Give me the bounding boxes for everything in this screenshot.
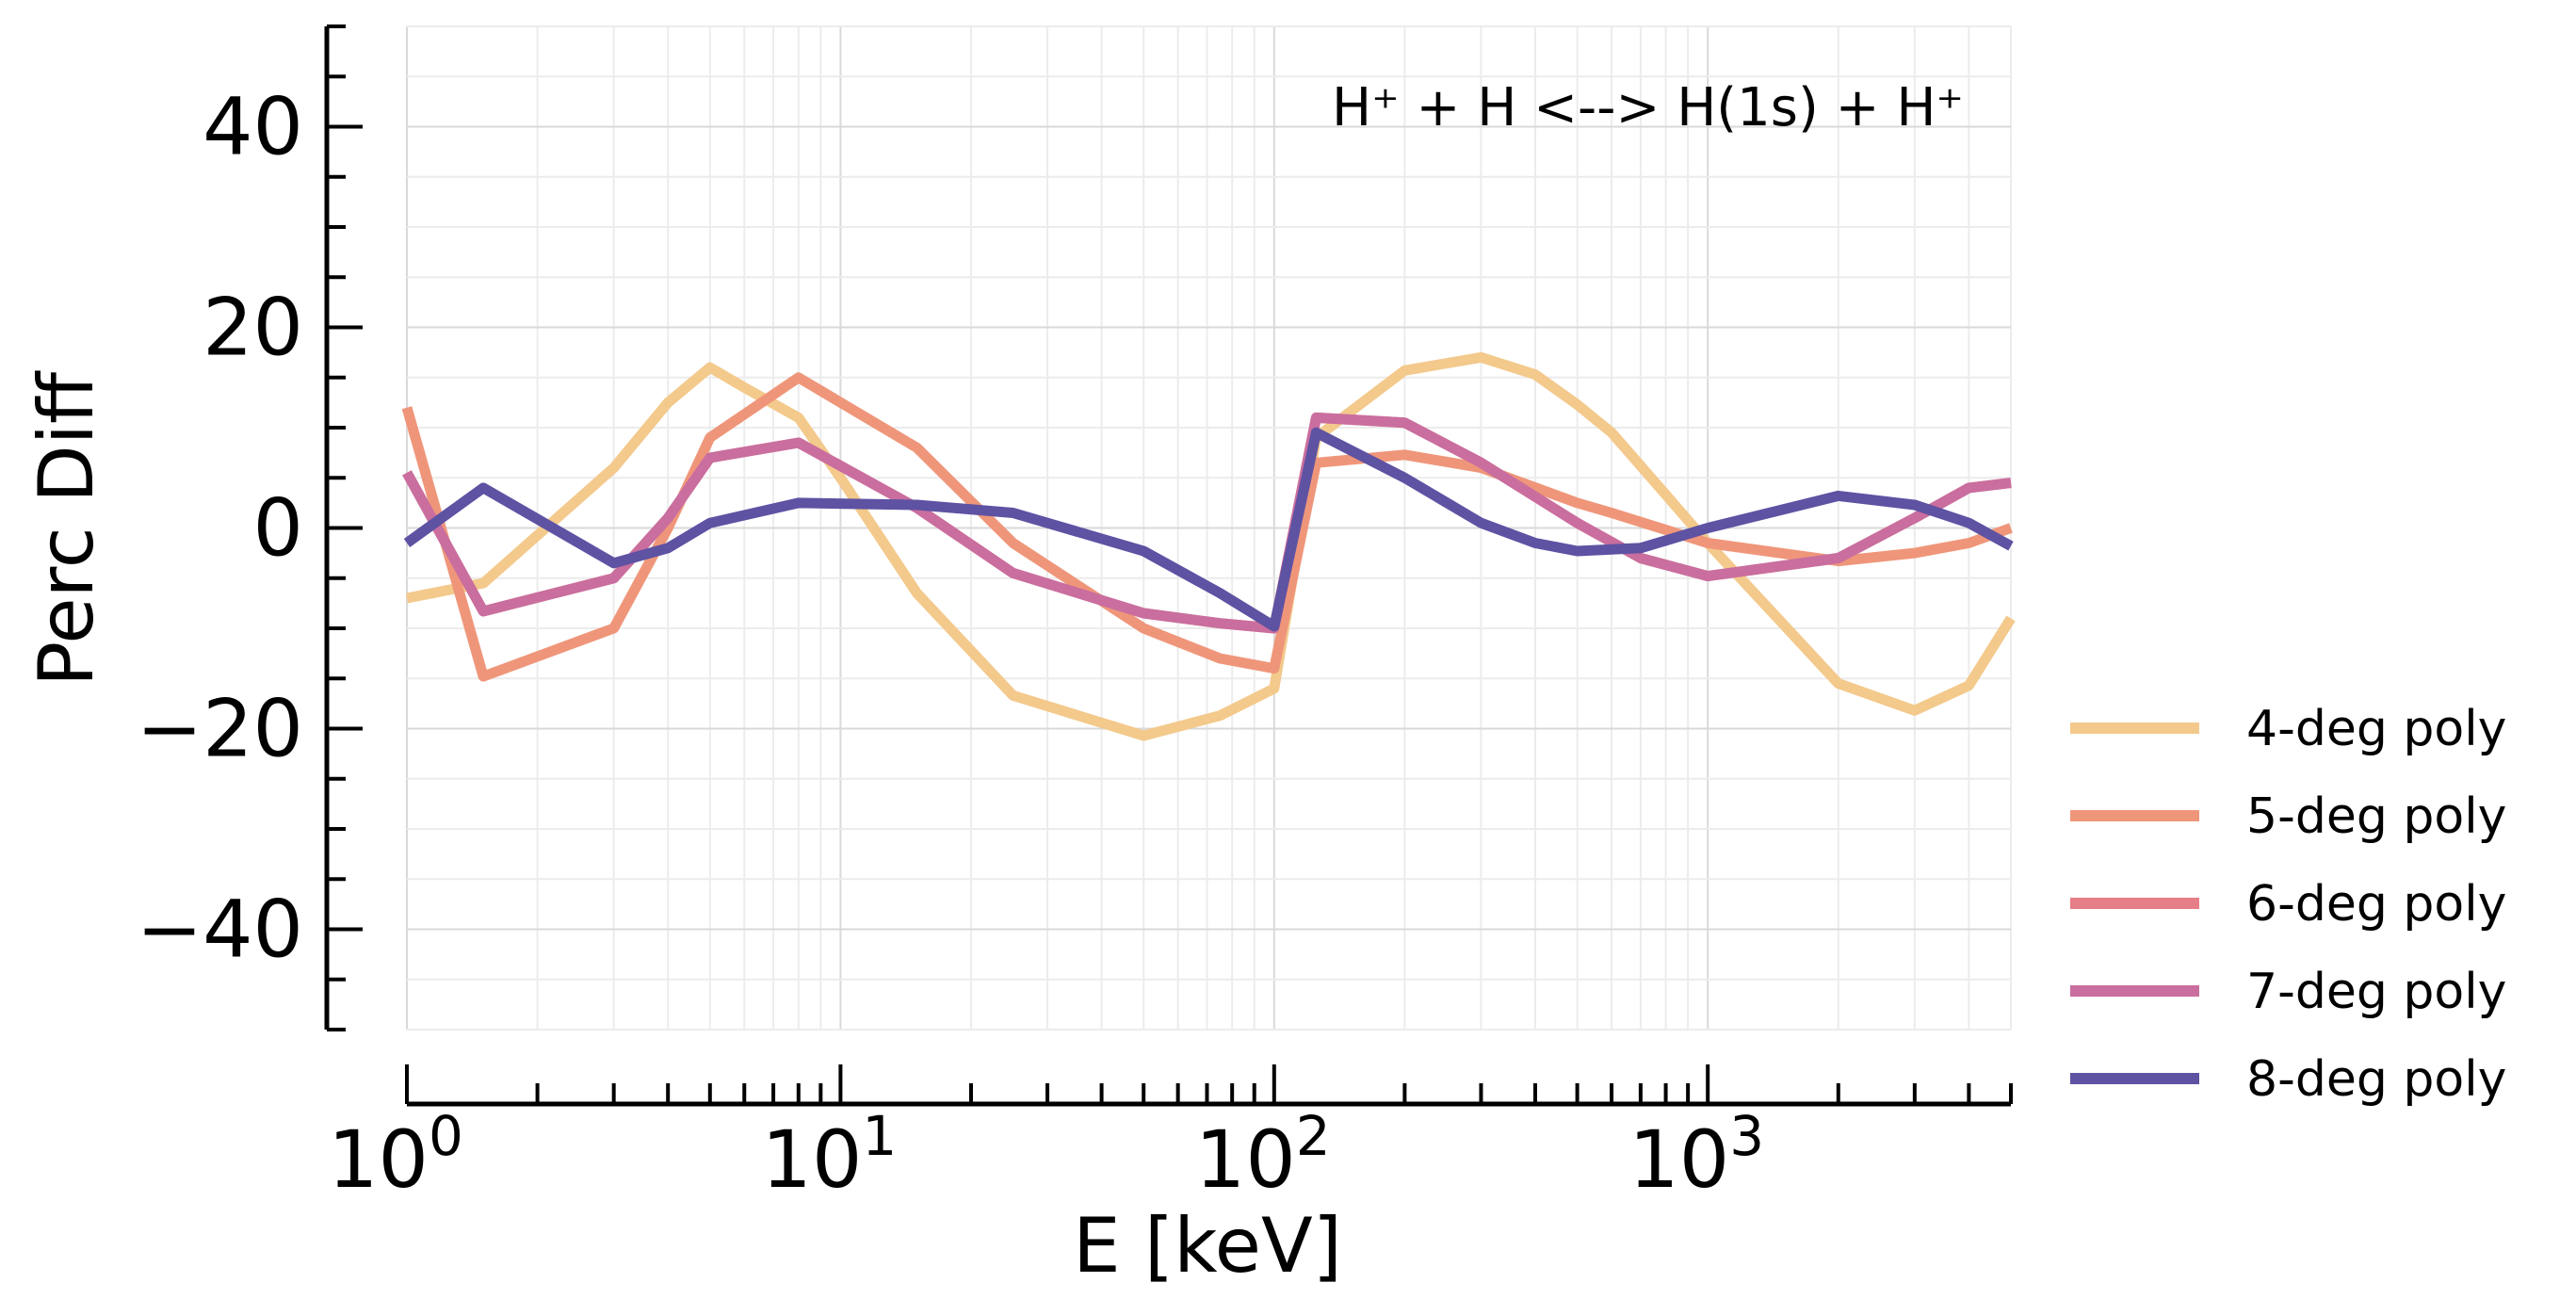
legend-label: 4-deg poly: [2246, 701, 2506, 757]
legend-label: 5-deg poly: [2246, 788, 2506, 845]
x-tick-exponent: 3: [1729, 1104, 1764, 1168]
x-tick-label: 103: [1628, 1104, 1764, 1206]
x-tick-base: 10: [1195, 1113, 1296, 1206]
x-tick-exponent: 0: [429, 1104, 463, 1168]
x-tick-label: 100: [328, 1104, 463, 1206]
y-tick-label: −40: [137, 884, 303, 976]
y-tick-label: −20: [137, 683, 303, 775]
y-tick-label: 40: [203, 81, 303, 173]
x-tick-base: 10: [1628, 1113, 1729, 1206]
series-line-8-deg: [403, 427, 2014, 632]
y-tick-label: 0: [253, 482, 303, 575]
series-layer: [401, 351, 2016, 741]
x-tick-exponent: 2: [1296, 1104, 1331, 1168]
x-tick-label: 102: [1195, 1104, 1331, 1206]
reaction-annotation: H⁺ + H <--> H(1s) + H⁺: [1332, 77, 1964, 138]
x-tick-base: 10: [328, 1113, 429, 1206]
grid: [406, 25, 2012, 1031]
series-line-7-deg: [402, 412, 2012, 634]
x-axis-label: E [keV]: [1073, 1202, 1342, 1290]
y-tick-label: 20: [203, 282, 303, 374]
legend-label: 7-deg poly: [2246, 964, 2506, 1020]
legend: 4-deg poly 5-deg poly 6-deg poly 7-deg poly…: [2070, 701, 2506, 1108]
x-tick-label: 101: [762, 1104, 898, 1206]
x-tick-exponent: 1: [862, 1104, 897, 1168]
y-axis-label: Perc Diff: [23, 370, 110, 687]
legend-label: 8-deg poly: [2246, 1051, 2506, 1108]
legend-label: 6-deg poly: [2246, 876, 2506, 933]
x-tick-base: 10: [762, 1113, 863, 1206]
series-line-6-deg: [402, 412, 2012, 634]
